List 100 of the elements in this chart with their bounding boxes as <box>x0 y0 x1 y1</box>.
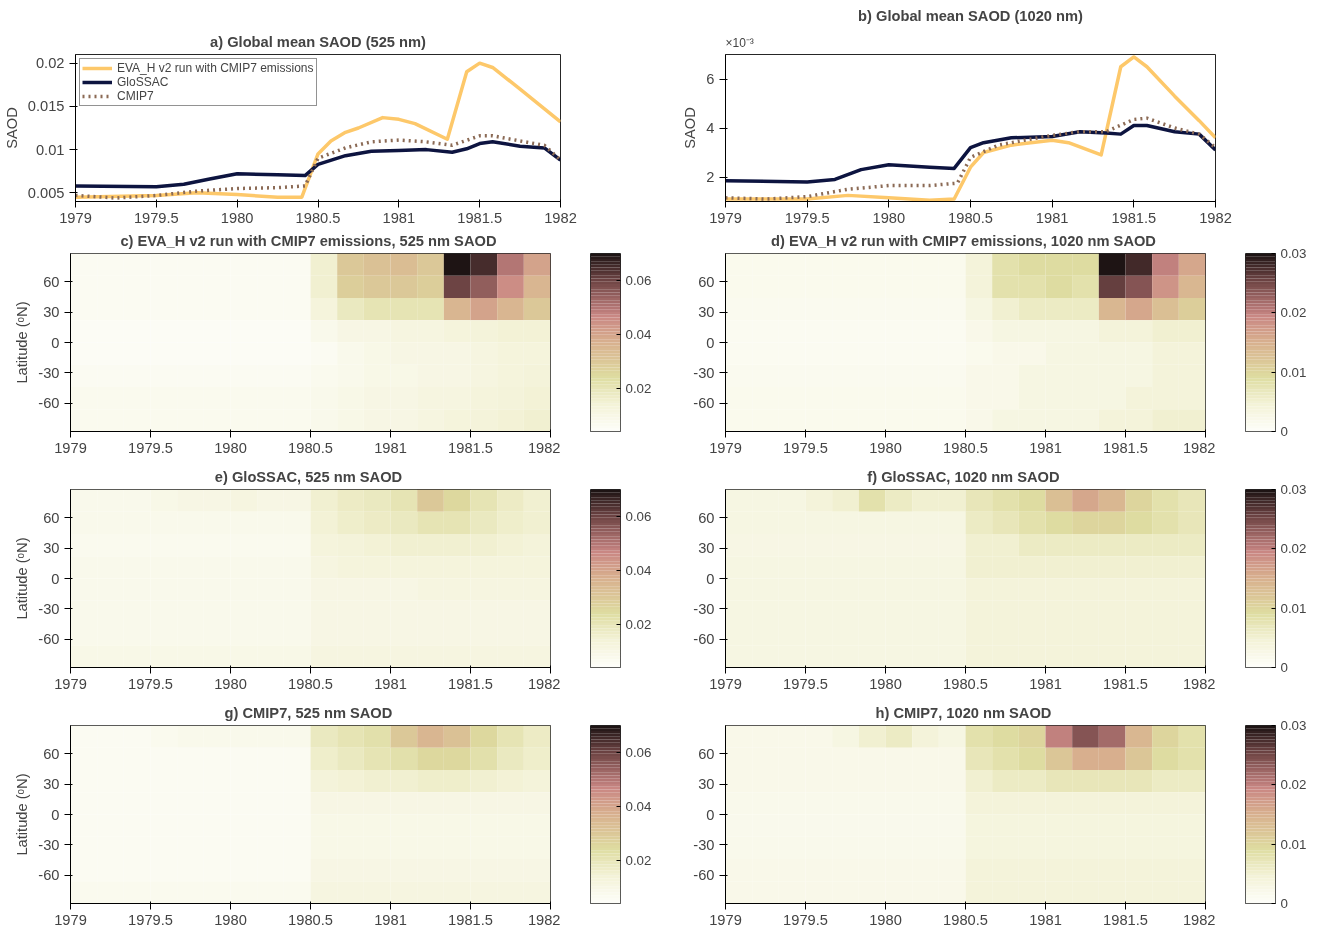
y-axis-title: SAOD <box>3 107 20 149</box>
x-tick-label: 1979.5 <box>128 911 173 928</box>
y-tick-label: 0.015 <box>27 98 65 115</box>
x-tick-label: 1979.5 <box>783 439 828 456</box>
x-tick-label: 1981.5 <box>1103 439 1148 456</box>
x-tick-label: 1979 <box>54 675 87 692</box>
y-tick-label: 60 <box>698 273 715 290</box>
y-tick-label: 0.005 <box>27 184 65 201</box>
x-tick-label: 1980 <box>214 675 247 692</box>
color-bar-label: 0.06 <box>625 508 652 524</box>
x-tick-label: 1981 <box>1029 675 1062 692</box>
y-tick-label: -30 <box>693 364 715 381</box>
y-tick-label: -30 <box>38 836 60 853</box>
x-tick-label: 1981.5 <box>448 439 493 456</box>
color-bar-label: 0.02 <box>1280 777 1307 793</box>
x-tick-label: 1979.5 <box>128 675 173 692</box>
x-tick-label: 1981 <box>1029 911 1062 928</box>
y-tick-label: -60 <box>693 631 715 648</box>
x-tick-label: 1981.5 <box>1103 675 1148 692</box>
color-bar-label: 0.02 <box>625 852 652 868</box>
color-bar-label: 0.03 <box>1280 482 1307 497</box>
y-axis-title: Latitude (ᵒN) <box>14 301 31 384</box>
color-bar-label: 0.02 <box>625 380 652 396</box>
y-tick-label: 30 <box>698 776 715 793</box>
x-tick-label: 1981 <box>1035 209 1069 226</box>
x-tick-label: 1980.5 <box>295 209 341 226</box>
x-tick-label: 1981 <box>1029 439 1062 456</box>
x-tick-label: 1982 <box>544 209 577 226</box>
y-tick-label: 0 <box>706 806 715 823</box>
x-tick-label: 1980.5 <box>288 439 333 456</box>
y-tick-label: 2 <box>706 169 715 185</box>
x-tick-label: 1981 <box>374 675 407 692</box>
x-tick-label: 1982 <box>1182 439 1216 456</box>
x-tick-label: 1979.5 <box>783 911 828 928</box>
y-tick-label: 4 <box>706 120 715 136</box>
chart-title: h) CMIP7, 1020 nm SAOD <box>875 704 1052 721</box>
y-axis-title: SAOD <box>682 107 699 149</box>
x-tick-label: 1979.5 <box>784 209 830 226</box>
y-tick-label: -30 <box>693 600 715 617</box>
y-tick-label: 60 <box>43 745 60 762</box>
line-series <box>725 123 1216 184</box>
x-tick-label: 1981 <box>374 439 407 456</box>
x-tick-label: 1979.5 <box>783 675 828 692</box>
y-tick-label: 0.01 <box>35 141 65 158</box>
x-tick-label: 1981.5 <box>448 911 493 928</box>
x-tick-label: 1981 <box>374 911 407 928</box>
x-tick-label: 1979 <box>54 439 87 456</box>
x-tick-label: 1981.5 <box>1111 209 1157 226</box>
x-tick-label: 1979.5 <box>133 209 179 226</box>
color-bar-label: 0.04 <box>625 326 653 342</box>
x-tick-label: 1979 <box>709 209 742 226</box>
legend-label: CMIP7 <box>117 89 154 103</box>
x-tick-label: 1979 <box>54 911 87 928</box>
x-tick-label: 1981.5 <box>457 209 503 226</box>
y-tick-label: -60 <box>38 395 60 412</box>
y-tick-label: 30 <box>698 540 715 557</box>
color-bar-label: 0 <box>1280 896 1288 911</box>
chart-title: e) GloSSAC, 525 nm SAOD <box>214 468 403 485</box>
chart-title: d) EVA_H v2 run with CMIP7 emissions, 1020 nm SAOD <box>770 232 1156 249</box>
line-series <box>75 140 561 189</box>
x-tick-label: 1982 <box>1182 675 1216 692</box>
x-tick-label: 1979 <box>709 675 742 692</box>
y-tick-label: -60 <box>38 631 60 648</box>
y-axis-title: Latitude (ᵒN) <box>14 773 31 856</box>
x-tick-label: 1982 <box>1182 911 1216 928</box>
color-bar-label: 0 <box>1280 424 1288 439</box>
x-tick-label: 1980 <box>214 911 247 928</box>
color-bar-label: 0.01 <box>1280 836 1307 852</box>
y-tick-label: -30 <box>38 600 60 617</box>
color-bar-label: 0.02 <box>1280 541 1307 557</box>
y-tick-label: -60 <box>693 867 715 884</box>
x-tick-label: 1979 <box>59 209 92 226</box>
x-tick-label: 1980 <box>220 209 254 226</box>
color-bar-label: 0.02 <box>1280 305 1307 321</box>
y-tick-label: 0 <box>51 334 60 351</box>
x-tick-label: 1981.5 <box>1103 911 1148 928</box>
y-tick-label: -60 <box>38 867 60 884</box>
y-tick-label: 30 <box>43 776 60 793</box>
chart-title: c) EVA_H v2 run with CMIP7 emissions, 525 nm SAOD <box>120 232 497 249</box>
color-bar-label: 0.06 <box>625 744 652 760</box>
chart-title: f) GloSSAC, 1020 nm SAOD <box>867 468 1060 485</box>
y-tick-label: 0 <box>51 570 60 587</box>
y-tick-label: 0 <box>706 570 715 587</box>
color-bar-label: 0.03 <box>1280 246 1307 261</box>
x-tick-label: 1982 <box>527 439 561 456</box>
color-bar-label: 0 <box>1280 660 1288 675</box>
x-tick-label: 1980.5 <box>288 675 333 692</box>
color-bar-label: 0.01 <box>1280 364 1307 380</box>
y-tick-label: 0 <box>706 334 715 351</box>
x-tick-label: 1981 <box>382 209 416 226</box>
x-tick-label: 1979 <box>709 439 742 456</box>
x-tick-label: 1981.5 <box>448 675 493 692</box>
y-tick-label: 30 <box>698 304 715 321</box>
y-tick-label: 6 <box>706 71 715 87</box>
y-tick-label: 60 <box>43 273 60 290</box>
color-bar-label: 0.04 <box>625 562 653 578</box>
y-axis-title: Latitude (ᵒN) <box>14 537 31 620</box>
x-tick-label: 1980 <box>214 439 247 456</box>
y-tick-label: 30 <box>43 304 60 321</box>
y-tick-label: 60 <box>698 745 715 762</box>
